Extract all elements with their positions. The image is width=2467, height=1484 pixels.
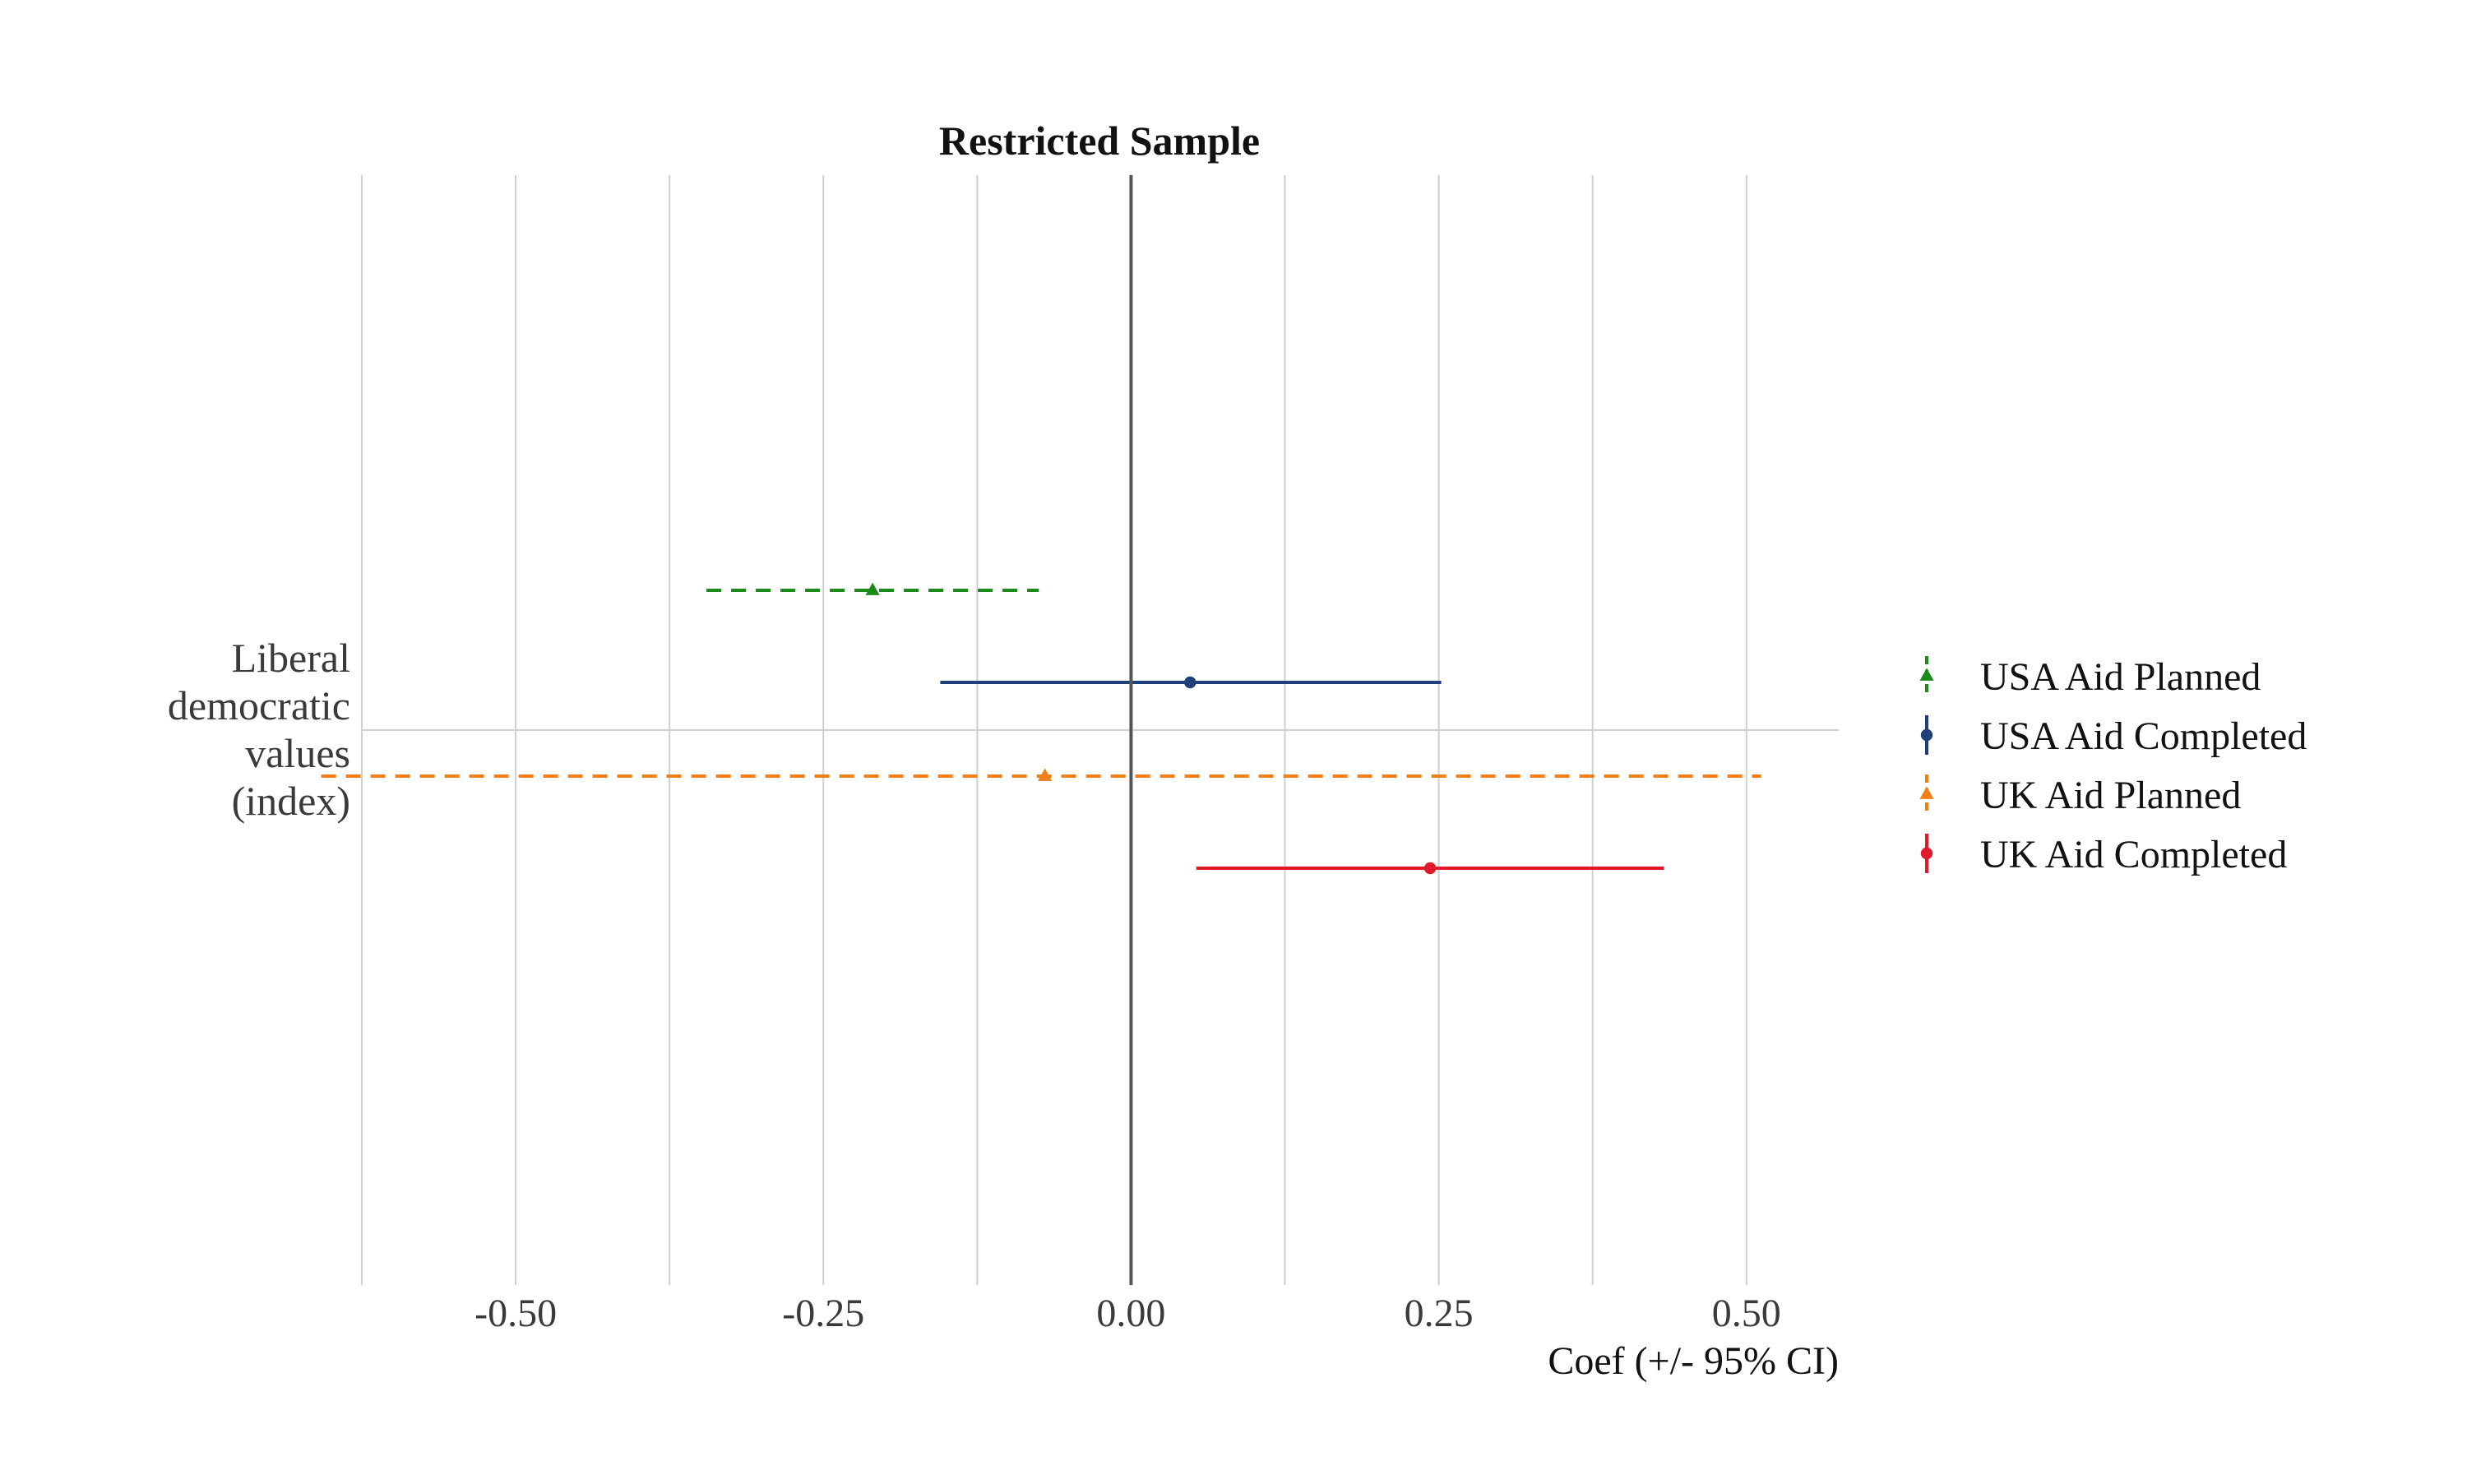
legend-key-marker <box>1920 847 1933 860</box>
point-estimate-marker <box>1184 676 1196 689</box>
point-estimate-marker <box>1038 768 1053 781</box>
point-estimate-marker <box>865 582 880 595</box>
y-category-label-line: (index) <box>232 778 350 824</box>
series-group <box>706 582 1039 595</box>
x-tick-label: 0.00 <box>1096 1292 1165 1335</box>
legend: USA Aid Planned USA Aid Completed UK Aid P… <box>1919 655 2307 876</box>
legend-label: USA Aid Completed <box>1980 714 2307 758</box>
x-tick-label: -0.25 <box>782 1292 864 1335</box>
y-category-label: Liberal democratic values (index) <box>168 635 350 824</box>
x-axis-title: Coef (+/- 95% CI) <box>1548 1339 1839 1383</box>
y-category-label-line: democratic <box>168 682 350 728</box>
legend-key-marker <box>1919 668 1934 681</box>
legend-key-marker <box>1920 728 1933 742</box>
x-tick-label: 0.25 <box>1405 1292 1474 1335</box>
legend-key-marker <box>1919 786 1934 799</box>
legend-item: UK Aid Planned <box>1919 774 2241 817</box>
legend-item: USA Aid Completed <box>1920 714 2307 758</box>
legend-label: UK Aid Planned <box>1980 774 2241 817</box>
point-estimate-marker <box>1423 862 1437 875</box>
x-tick-label: 0.50 <box>1712 1292 1781 1335</box>
chart-title: Restricted Sample <box>939 118 1260 164</box>
series-group <box>1196 862 1664 875</box>
series-group <box>321 768 1761 781</box>
legend-label: USA Aid Planned <box>1980 655 2261 699</box>
legend-label: UK Aid Completed <box>1980 833 2287 876</box>
y-category-label-line: values <box>245 730 350 776</box>
grid-layer <box>361 175 1839 1285</box>
x-tick-label: -0.50 <box>474 1292 557 1335</box>
legend-item: USA Aid Planned <box>1919 655 2261 699</box>
series-layer <box>321 582 1761 875</box>
legend-item: UK Aid Completed <box>1920 833 2287 876</box>
axis-layer: -0.50 -0.25 0.00 0.25 0.50 Liberal democratic v… <box>168 175 1781 1335</box>
series-group <box>940 676 1442 689</box>
y-category-label-line: Liberal <box>232 635 350 681</box>
